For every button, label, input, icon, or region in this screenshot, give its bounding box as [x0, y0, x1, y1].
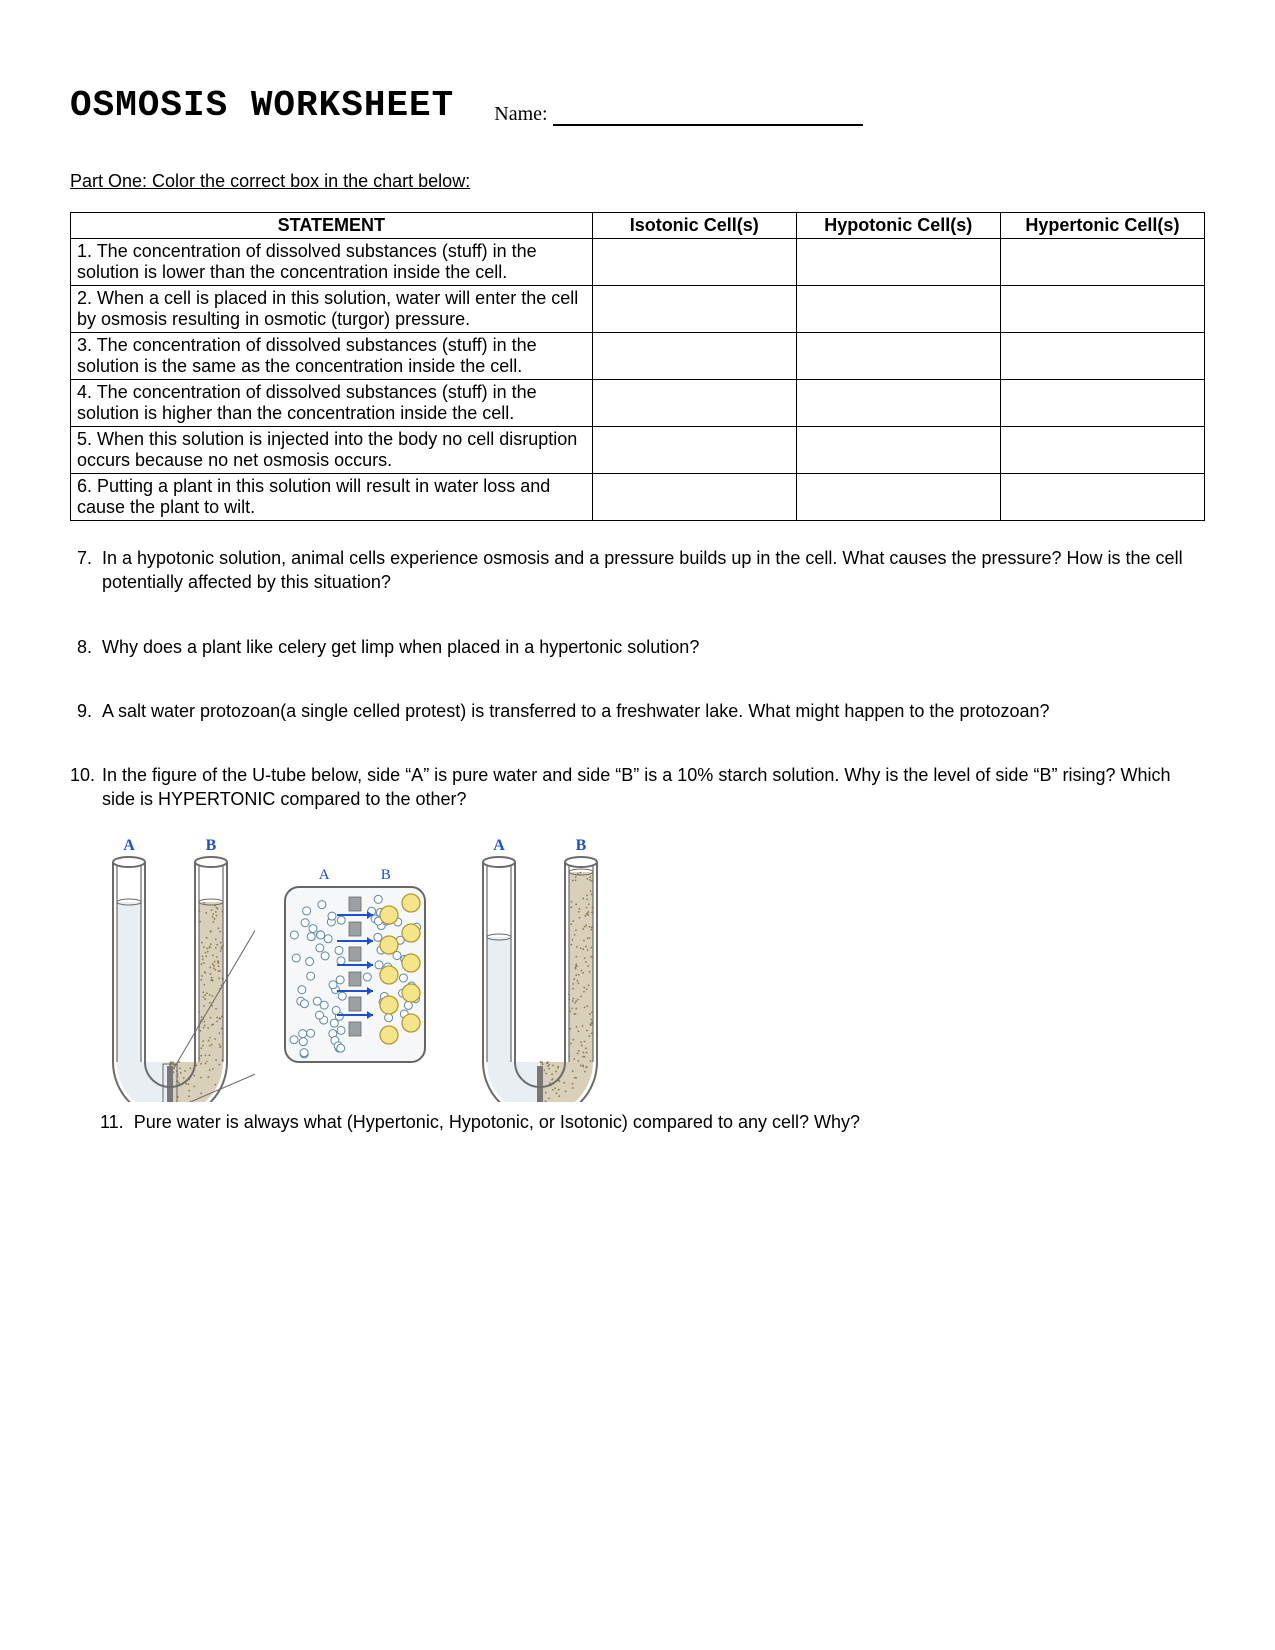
q9-number: 9. — [70, 699, 102, 723]
answer-cell[interactable] — [592, 286, 796, 333]
membrane-zoom-diagram: AB — [265, 832, 445, 1102]
answer-cell[interactable] — [592, 474, 796, 521]
question-11: 11. Pure water is always what (Hypertoni… — [70, 1112, 1205, 1133]
answer-cell[interactable] — [1000, 380, 1204, 427]
col-header-hypotonic: Hypotonic Cell(s) — [796, 213, 1000, 239]
q9-text: A salt water protozoan(a single celled p… — [102, 699, 1205, 723]
q8-text: Why does a plant like celery get limp wh… — [102, 635, 1205, 659]
answer-cell[interactable] — [592, 380, 796, 427]
q7-number: 7. — [70, 546, 102, 595]
answer-cell[interactable] — [1000, 427, 1204, 474]
answer-cell[interactable] — [1000, 286, 1204, 333]
utube-right-diagram: AB — [455, 832, 625, 1102]
svg-text:B: B — [206, 837, 217, 854]
svg-text:A: A — [493, 837, 505, 854]
col-header-hypertonic: Hypertonic Cell(s) — [1000, 213, 1204, 239]
q7-text: In a hypotonic solution, animal cells ex… — [102, 546, 1205, 595]
q11-text: Pure water is always what (Hypertonic, H… — [134, 1112, 860, 1132]
table-row: 4. The concentration of dissolved substa… — [71, 380, 1205, 427]
answer-cell[interactable] — [796, 427, 1000, 474]
table-header-row: STATEMENT Isotonic Cell(s) Hypotonic Cel… — [71, 213, 1205, 239]
q11-number: 11. — [100, 1112, 124, 1132]
name-label: Name: — [494, 103, 547, 125]
question-10: 10. In the figure of the U-tube below, s… — [70, 763, 1205, 812]
statement-cell: 4. The concentration of dissolved substa… — [71, 380, 593, 427]
col-header-statement: STATEMENT — [71, 213, 593, 239]
question-7: 7. In a hypotonic solution, animal cells… — [70, 546, 1205, 595]
q8-number: 8. — [70, 635, 102, 659]
statement-cell: 5. When this solution is injected into t… — [71, 427, 593, 474]
table-row: 1. The concentration of dissolved substa… — [71, 239, 1205, 286]
answer-cell[interactable] — [796, 333, 1000, 380]
svg-text:B: B — [576, 837, 587, 854]
svg-text:B: B — [381, 867, 391, 883]
answer-cell[interactable] — [1000, 333, 1204, 380]
q10-number: 10. — [70, 763, 102, 812]
statement-cell: 2. When a cell is placed in this solutio… — [71, 286, 593, 333]
utube-left-diagram: AB — [85, 832, 255, 1102]
utube-diagram-row: AB AB AB — [70, 832, 1205, 1102]
answer-cell[interactable] — [796, 239, 1000, 286]
statement-cell: 1. The concentration of dissolved substa… — [71, 239, 593, 286]
table-row: 3. The concentration of dissolved substa… — [71, 333, 1205, 380]
page-title: OSMOSIS WORKSHEET — [70, 85, 454, 126]
table-row: 2. When a cell is placed in this solutio… — [71, 286, 1205, 333]
table-row: 5. When this solution is injected into t… — [71, 427, 1205, 474]
q10-text: In the figure of the U-tube below, side … — [102, 763, 1205, 812]
answer-cell[interactable] — [1000, 239, 1204, 286]
answer-cell[interactable] — [796, 474, 1000, 521]
answer-cell[interactable] — [592, 239, 796, 286]
worksheet-header: OSMOSIS WORKSHEET Name: — [70, 85, 1205, 126]
name-blank-line[interactable] — [553, 124, 863, 126]
answer-cell[interactable] — [592, 427, 796, 474]
answer-cell[interactable] — [592, 333, 796, 380]
table-row: 6. Putting a plant in this solution will… — [71, 474, 1205, 521]
tonicity-table: STATEMENT Isotonic Cell(s) Hypotonic Cel… — [70, 212, 1205, 521]
svg-text:A: A — [319, 867, 330, 883]
answer-cell[interactable] — [796, 380, 1000, 427]
question-9: 9. A salt water protozoan(a single celle… — [70, 699, 1205, 723]
part-one-label: Part One: Color the correct box in the c… — [70, 171, 1205, 192]
answer-cell[interactable] — [796, 286, 1000, 333]
questions-list: 7. In a hypotonic solution, animal cells… — [70, 546, 1205, 1133]
question-8: 8. Why does a plant like celery get limp… — [70, 635, 1205, 659]
answer-cell[interactable] — [1000, 474, 1204, 521]
statement-cell: 3. The concentration of dissolved substa… — [71, 333, 593, 380]
col-header-isotonic: Isotonic Cell(s) — [592, 213, 796, 239]
statement-cell: 6. Putting a plant in this solution will… — [71, 474, 593, 521]
svg-text:A: A — [123, 837, 135, 854]
name-field-group: Name: — [494, 103, 862, 126]
